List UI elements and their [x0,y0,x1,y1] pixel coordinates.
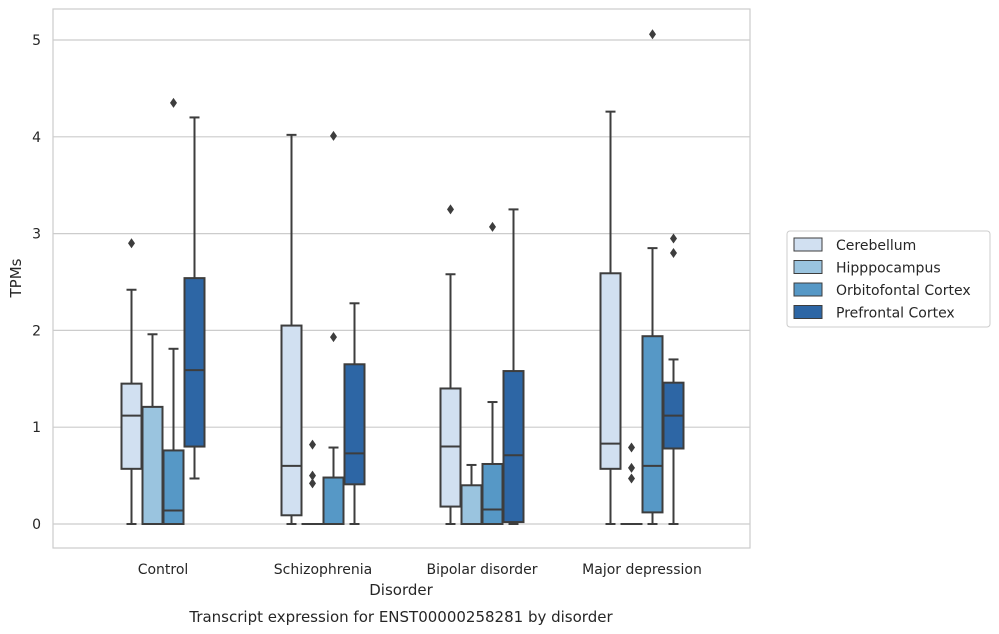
outlier-point [628,473,635,484]
box [502,208,525,525]
box [322,130,345,526]
box-body [343,363,366,486]
legend-swatch [793,260,823,274]
x-tick-label: Control [138,562,189,578]
outlier-point [309,439,316,450]
box-body [280,324,303,517]
x-axis-label: Disorder [369,581,433,599]
outlier-point [330,332,337,343]
box-body [162,449,185,526]
box [641,29,664,525]
box [439,204,462,525]
series-cerebellum [120,110,622,525]
box [183,116,206,480]
outlier-point [649,29,656,40]
legend-swatch [793,282,823,297]
outlier-point [447,204,454,215]
box [301,439,324,526]
box-body [460,484,483,525]
y-axis-label: TPMs [7,258,25,298]
chart-title: Transcript expression for ENST0000025828… [188,608,613,626]
x-tick-label: Bipolar disorder [426,562,537,578]
outlier-point [670,233,677,244]
y-tick-label: 1 [32,420,41,436]
x-axis-ticks: Control Schizophrenia Bipolar disorder Majo… [138,562,702,578]
legend-label: Prefrontal Cortex [836,306,955,322]
box [120,238,143,525]
box [280,133,303,525]
x-tick-label: Schizophrenia [274,562,372,578]
series-orbitofontal-cortex [162,29,664,526]
y-tick-label: 3 [32,227,41,243]
box [343,302,366,525]
y-tick-label: 4 [32,130,41,146]
box [599,110,622,525]
legend-label: Hipppocampus [836,261,941,277]
series-hipppocampus [141,333,643,526]
box-body [141,405,164,526]
legend-label: Orbitofontal Cortex [836,283,971,299]
outlier-point [330,130,337,141]
outlier-point [489,221,496,232]
box [620,442,643,526]
box [481,221,504,526]
box-body [599,272,622,470]
outlier-point [128,238,135,249]
outlier-point [309,470,316,481]
legend: Cerebellum Hipppocampus Orbitofontal Corte… [786,230,991,328]
box-series [120,29,685,526]
legend-swatch [793,237,823,252]
outlier-point [628,462,635,473]
box [460,463,483,525]
outlier-point [309,478,316,489]
y-tick-label: 0 [32,517,41,533]
outlier-point [170,97,177,108]
outlier-point [670,247,677,258]
box-body [120,382,143,470]
plot-area-frame [52,8,751,549]
legend-swatch [793,305,823,319]
box [141,333,164,526]
series-prefrontal-cortex [183,116,685,525]
legend-label: Cerebellum [836,238,916,254]
box-body [641,335,664,514]
box-body [183,277,206,448]
box [162,97,185,526]
y-tick-label: 5 [32,33,41,49]
box-body [322,476,345,526]
box-body [481,462,504,526]
box-body [502,370,525,524]
x-tick-label: Major depression [582,562,702,578]
box [662,233,685,525]
outlier-point [628,442,635,453]
y-tick-label: 2 [32,323,41,339]
y-axis-ticks: 0 1 2 3 4 5 [32,33,41,533]
legend-frame [786,230,991,328]
